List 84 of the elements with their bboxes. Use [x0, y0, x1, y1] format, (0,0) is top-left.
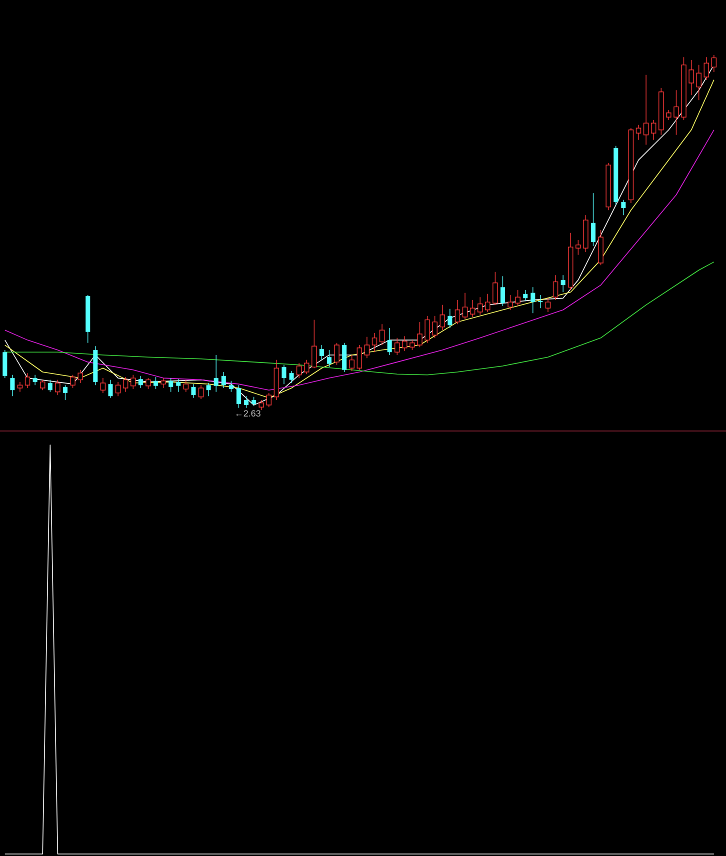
candlestick: [379, 324, 385, 346]
candlestick: [643, 74, 649, 146]
candlestick: [266, 392, 272, 408]
candlestick: [17, 382, 23, 392]
candlestick: [515, 290, 520, 306]
candlestick: [296, 362, 302, 378]
candlestick: [236, 384, 241, 408]
candlestick: [711, 54, 717, 72]
candlestick: [576, 240, 581, 256]
candlestick: [78, 370, 83, 384]
candlestick: [62, 384, 68, 400]
candlestick: [160, 378, 166, 388]
candlestick: [356, 344, 362, 370]
candlestick: [32, 374, 38, 386]
candlestick: [424, 316, 430, 344]
candlestick: [319, 344, 324, 360]
candlestick: [492, 272, 498, 306]
candlestick: [590, 192, 596, 246]
candlestick: [108, 379, 113, 398]
candlestick: [206, 382, 211, 396]
candlestick: [154, 376, 158, 390]
candlestick: [688, 60, 694, 96]
candlestick: [500, 276, 505, 306]
candlestick: [410, 340, 415, 350]
annotation: ←2.63: [236, 410, 260, 417]
candlestick: [364, 336, 370, 359]
candlestick: [448, 308, 452, 328]
candlestick: [432, 316, 438, 338]
candlestick: [650, 120, 656, 140]
candlestick: [523, 290, 528, 302]
candlestick: [168, 378, 174, 392]
candlestick: [454, 300, 460, 324]
candlestick: [477, 296, 483, 316]
candlestick: [115, 382, 121, 396]
candlestick: [214, 354, 218, 392]
candlestick: [674, 90, 679, 136]
candlestick: [146, 378, 151, 390]
candlestick: [10, 374, 15, 396]
candlestick: [304, 360, 310, 374]
candlestick: [70, 374, 76, 388]
candlestick: [545, 298, 551, 312]
candlestick: [198, 384, 204, 400]
candlestick: [696, 64, 702, 100]
candlestick: [372, 332, 378, 352]
candlestick: [282, 364, 286, 384]
candlestick: [191, 384, 196, 398]
candlestick: [349, 354, 354, 372]
candlestick: [312, 319, 317, 368]
candlestick: [221, 372, 226, 388]
candlestick: [122, 376, 128, 392]
candlestick: [666, 110, 672, 120]
candlestick: [470, 300, 476, 318]
candlestick: [244, 396, 249, 408]
candlestick: [636, 124, 642, 140]
candlestick: [538, 294, 543, 308]
candlestick: [228, 380, 234, 392]
candlestick: [621, 199, 626, 216]
candlestick: [462, 292, 468, 320]
candlestick: [252, 396, 256, 406]
candlestick: [417, 322, 422, 348]
candlestick: [100, 378, 106, 394]
candlestick: [334, 342, 340, 366]
candlestick: [552, 274, 558, 300]
candlestick: [55, 379, 60, 396]
candlestick: [183, 379, 189, 392]
candlestick: [48, 379, 52, 392]
candlestick: [24, 372, 30, 388]
candlestick: [394, 338, 400, 356]
candlestick: [258, 400, 264, 410]
candlestick: [508, 294, 513, 310]
candlestick: [176, 378, 181, 392]
candlestick: [440, 304, 446, 330]
candlestick: [560, 274, 566, 292]
candlestick: [402, 336, 408, 352]
candlestick: [530, 286, 536, 314]
candlestick: [40, 379, 46, 390]
candlestick: [704, 56, 710, 80]
candlestick: [326, 350, 332, 368]
candlestick: [138, 376, 143, 388]
candlestick: [2, 350, 8, 378]
candlestick: [130, 374, 136, 390]
candlestick: [289, 370, 294, 384]
candlestick: [387, 328, 392, 356]
candlestick: [485, 294, 490, 312]
